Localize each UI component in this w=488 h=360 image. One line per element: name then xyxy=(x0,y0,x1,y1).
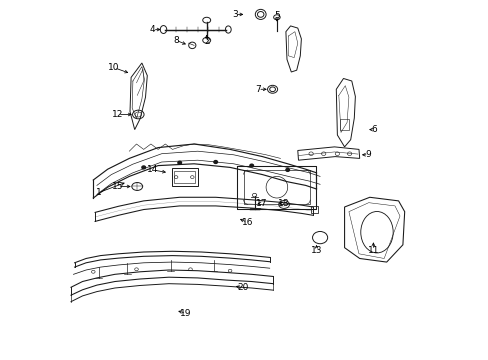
Text: 11: 11 xyxy=(367,246,378,255)
Text: 17: 17 xyxy=(256,199,267,208)
Ellipse shape xyxy=(249,164,253,167)
Text: 20: 20 xyxy=(237,284,248,292)
Text: 8: 8 xyxy=(173,36,179,45)
Ellipse shape xyxy=(213,161,217,163)
Text: 16: 16 xyxy=(241,218,253,227)
Text: 15: 15 xyxy=(112,182,123,191)
Ellipse shape xyxy=(178,161,181,164)
Text: 7: 7 xyxy=(255,85,261,94)
Text: 5: 5 xyxy=(273,11,279,20)
Text: 1: 1 xyxy=(96,188,102,197)
Ellipse shape xyxy=(285,168,289,171)
Text: 6: 6 xyxy=(370,125,376,134)
Ellipse shape xyxy=(142,166,145,169)
Text: 2: 2 xyxy=(203,37,209,46)
Text: 4: 4 xyxy=(150,25,155,34)
Text: 19: 19 xyxy=(180,309,191,318)
Text: 3: 3 xyxy=(232,10,238,19)
Text: 18: 18 xyxy=(277,199,288,208)
Text: 13: 13 xyxy=(310,246,322,255)
Text: 10: 10 xyxy=(108,63,120,72)
Text: 14: 14 xyxy=(147,166,158,175)
Text: 12: 12 xyxy=(112,110,123,119)
Text: 9: 9 xyxy=(365,150,371,159)
